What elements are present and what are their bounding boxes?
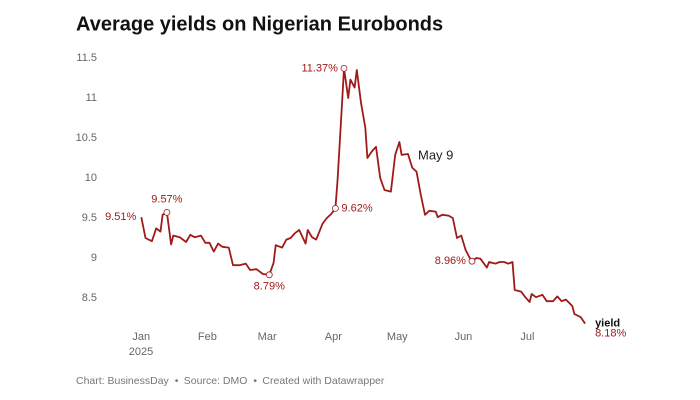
- y-tick-label: 9: [91, 252, 97, 264]
- x-tick-label: Mar: [258, 331, 277, 343]
- x-tick-label: Feb: [198, 331, 217, 343]
- y-tick-label: 9.5: [82, 212, 97, 224]
- footer-text: Source: DMO: [184, 375, 248, 387]
- point-marker: [265, 271, 273, 279]
- value-label: 11.37%: [301, 62, 338, 74]
- value-label: 8.18%: [595, 328, 626, 340]
- footer-separator: •: [253, 375, 257, 387]
- y-tick-label: 10.5: [76, 132, 97, 144]
- value-label: 8.79%: [254, 281, 285, 293]
- point-marker: [340, 65, 348, 72]
- series-label: yield: [595, 318, 620, 330]
- annotation: May 9: [418, 147, 453, 162]
- x-axis-year: 2025: [129, 346, 153, 358]
- footer-text: Created with Datawrapper: [262, 375, 384, 387]
- value-label: 9.62%: [341, 202, 372, 214]
- x-tick-label: Jun: [455, 331, 473, 343]
- y-tick-label: 10: [85, 172, 97, 184]
- y-tick-label: 8.5: [82, 292, 97, 304]
- point-marker: [468, 257, 476, 265]
- point-marker: [163, 208, 171, 216]
- y-tick-label: 11.5: [76, 52, 97, 64]
- value-label: 9.57%: [151, 193, 182, 205]
- footer-text: Chart: BusinessDay: [76, 375, 170, 387]
- chart-title: Average yields on Nigerian Eurobonds: [76, 13, 443, 35]
- x-tick-label: Jan: [132, 331, 150, 343]
- line: [140, 67, 586, 325]
- footer-separator: •: [175, 375, 179, 387]
- x-tick-label: Jul: [520, 331, 534, 343]
- point-marker: [332, 204, 339, 212]
- value-label: 8.96%: [435, 255, 466, 267]
- value-label: 9.51%: [105, 211, 136, 223]
- y-tick-label: 11: [86, 92, 97, 104]
- x-tick-label: Apr: [325, 331, 342, 343]
- x-tick-label: May: [387, 331, 408, 343]
